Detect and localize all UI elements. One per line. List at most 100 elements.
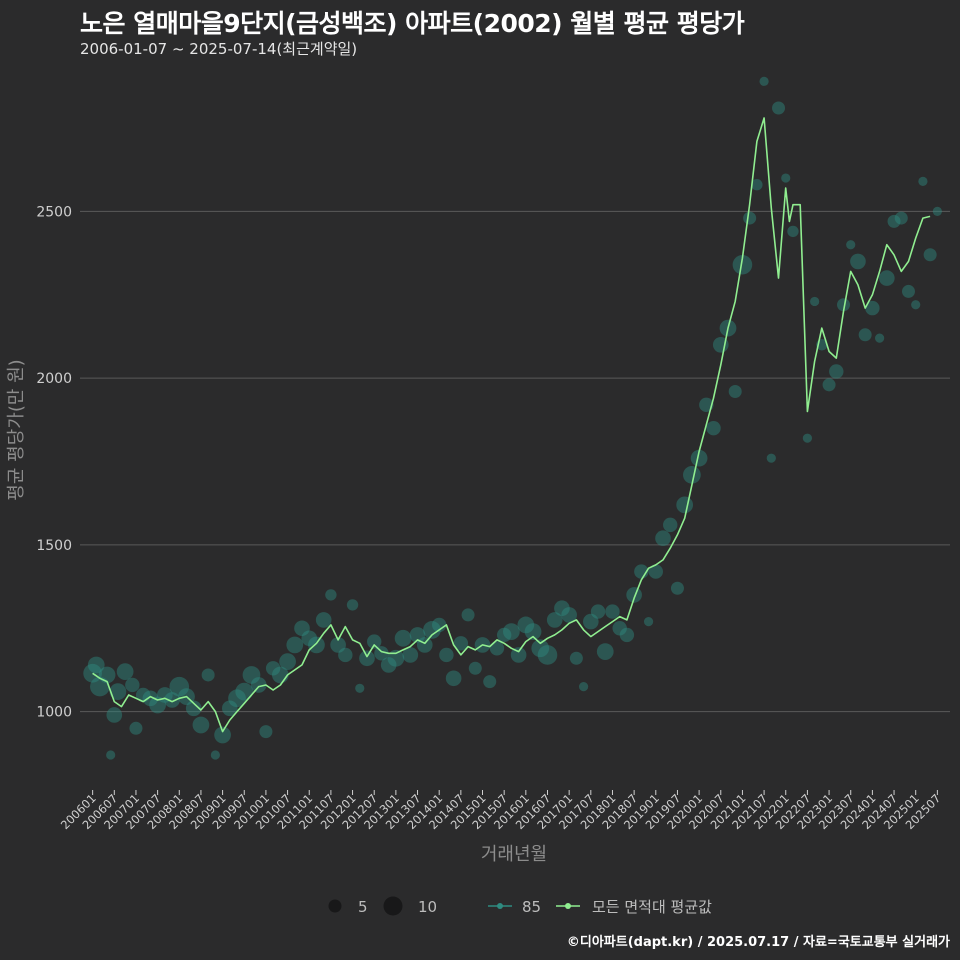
area-85-point bbox=[116, 663, 134, 680]
area-85-point bbox=[496, 627, 512, 643]
area-85-point bbox=[286, 636, 304, 654]
area-85-point bbox=[468, 661, 482, 675]
area-85-point bbox=[918, 176, 928, 186]
x-tick-labels: 2006012006072007012007072008012008072009… bbox=[58, 790, 943, 832]
area-85-point bbox=[439, 647, 454, 663]
area-85-point bbox=[743, 211, 757, 225]
area-85-point bbox=[569, 651, 583, 665]
area-85-point bbox=[90, 676, 110, 697]
legend-avg-dot bbox=[565, 903, 571, 909]
area-85-point bbox=[259, 725, 273, 739]
area-85-point bbox=[109, 683, 127, 700]
area-85-point bbox=[201, 668, 215, 682]
area-85-point bbox=[402, 647, 419, 663]
area-85-point bbox=[648, 564, 663, 579]
y-gridlines bbox=[80, 210, 950, 713]
area-85-point bbox=[590, 604, 606, 619]
credit-footer: ©디아파트(dapt.kr) / 2025.07.17 / 자료=국토교통부 실… bbox=[566, 935, 950, 950]
area-85-point bbox=[489, 641, 505, 656]
area-85-point bbox=[169, 676, 190, 697]
area-85-point bbox=[242, 666, 261, 684]
area-85-point bbox=[192, 716, 210, 734]
y-tick-labels: 1000 1500 2000 2500 bbox=[36, 204, 72, 720]
area-85-point bbox=[619, 627, 635, 643]
area-85-point bbox=[185, 700, 202, 717]
area-85-point bbox=[431, 617, 447, 633]
area-85-point bbox=[149, 696, 166, 714]
area-85-point bbox=[445, 670, 462, 687]
area-85-point bbox=[932, 206, 942, 216]
area-85-point bbox=[894, 211, 908, 225]
area-85-point bbox=[346, 599, 359, 611]
area-85-point bbox=[865, 300, 880, 316]
legend-size-5-label: 5 bbox=[358, 898, 368, 916]
area-85-point bbox=[125, 677, 140, 693]
area-85-point bbox=[751, 179, 763, 191]
area-85-point bbox=[221, 700, 238, 717]
area-85-point bbox=[605, 604, 620, 619]
area-85-point bbox=[106, 707, 123, 723]
y-tick-label: 1500 bbox=[36, 538, 72, 554]
area-85-point bbox=[875, 333, 885, 343]
area-85-point bbox=[643, 616, 654, 627]
area-85-point bbox=[315, 612, 332, 628]
chart-subtitle: 2006-01-07 ~ 2025-07-14(최근계약일) bbox=[80, 40, 358, 58]
area-85-point bbox=[759, 76, 769, 86]
area-85-point bbox=[129, 721, 143, 735]
legend-size-5-circle bbox=[328, 899, 342, 913]
area-85-point bbox=[670, 581, 684, 595]
area-85-point bbox=[732, 254, 753, 275]
area-85-points bbox=[83, 76, 942, 760]
average-line bbox=[92, 117, 931, 733]
area-85-point bbox=[663, 517, 678, 533]
legend-avg-label: 모든 면적대 평균값 bbox=[592, 898, 712, 916]
chart-title: 노은 열매마을9단지(금성백조) 아파트(2002) 월별 평균 평당가 bbox=[80, 9, 745, 38]
y-tick-label: 2000 bbox=[36, 371, 72, 387]
area-85-point bbox=[728, 384, 742, 398]
legend-area-dot bbox=[497, 903, 503, 909]
area-85-point bbox=[214, 726, 231, 744]
area-85-point bbox=[772, 101, 786, 115]
area-85-point bbox=[554, 600, 570, 617]
area-85-point bbox=[582, 613, 599, 630]
x-axis-label: 거래년월 bbox=[481, 844, 547, 865]
area-85-point bbox=[359, 650, 375, 667]
area-85-point bbox=[846, 240, 856, 250]
area-85-point bbox=[802, 433, 813, 443]
area-85-point bbox=[911, 300, 921, 310]
area-85-point bbox=[235, 682, 254, 701]
area-85-point bbox=[367, 634, 382, 649]
legend: 5 10 85 모든 면적대 평균값 bbox=[328, 896, 712, 916]
area-85-point bbox=[279, 653, 296, 670]
area-85-point bbox=[531, 639, 550, 658]
area-85-point bbox=[612, 621, 627, 636]
area-85-point bbox=[524, 623, 542, 640]
legend-area-label: 85 bbox=[522, 898, 541, 916]
area-85-point bbox=[683, 465, 701, 484]
area-85-point bbox=[537, 645, 558, 665]
area-85-point bbox=[394, 629, 412, 647]
area-85-point bbox=[626, 587, 642, 603]
area-85-point bbox=[210, 750, 220, 760]
area-85-point bbox=[416, 637, 433, 653]
area-85-point bbox=[822, 378, 836, 392]
area-85-point bbox=[374, 646, 389, 661]
area-85-point bbox=[901, 284, 915, 298]
area-85-point bbox=[810, 296, 820, 307]
area-85-point bbox=[517, 616, 535, 634]
area-85-point bbox=[546, 612, 563, 628]
area-85-point bbox=[142, 690, 159, 707]
area-85-point bbox=[164, 692, 180, 708]
area-85-point bbox=[228, 689, 246, 708]
area-85-point bbox=[578, 682, 589, 692]
area-85-point bbox=[308, 636, 325, 654]
area-85-point bbox=[87, 656, 105, 674]
area-85-point bbox=[338, 647, 353, 663]
area-85-point bbox=[850, 253, 866, 270]
area-85-point bbox=[483, 675, 497, 689]
area-85-point bbox=[676, 496, 694, 514]
area-85-point bbox=[837, 298, 851, 312]
legend-size-10-label: 10 bbox=[418, 898, 437, 916]
area-85-point bbox=[829, 364, 844, 379]
